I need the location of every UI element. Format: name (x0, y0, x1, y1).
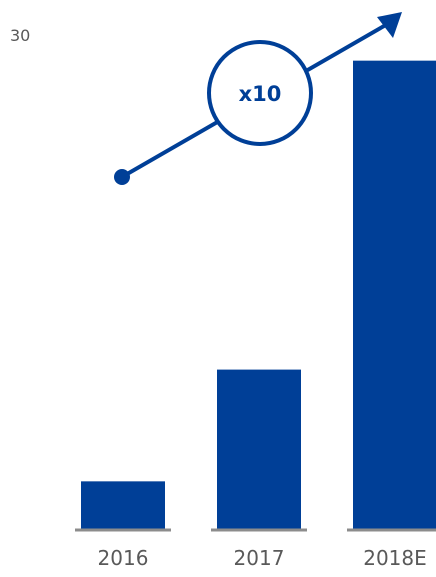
growth-arrow-head-icon (377, 12, 402, 38)
x-tick-label: 2016 (98, 546, 149, 570)
y-tick-label: 30 (10, 26, 30, 45)
bar-2018e (353, 60, 436, 530)
growth-badge-label: x10 (239, 82, 282, 106)
x-tick-label: 2017 (234, 546, 285, 570)
bar-2016 (81, 481, 165, 529)
growth-badge-circle (207, 40, 313, 146)
bars-layer (81, 60, 436, 530)
bar-2017 (217, 369, 301, 529)
x-tick-labels: 2016 2017 2018E (98, 546, 427, 570)
x-tick-label: 2018E (363, 546, 427, 570)
growth-annotation: x10 (114, 12, 402, 185)
growth-arrow-start-dot (114, 169, 130, 185)
